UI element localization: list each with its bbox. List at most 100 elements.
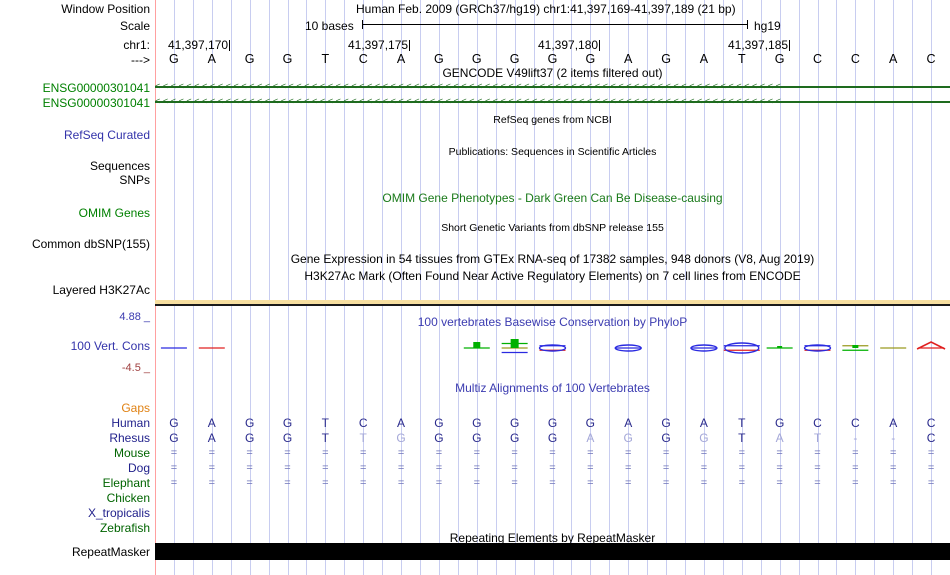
alignment-base: G	[547, 416, 558, 430]
alignment-base: T	[813, 431, 822, 445]
alignment-base: C	[813, 416, 822, 430]
alignment-base: =	[435, 447, 443, 459]
alignment-base: =	[322, 477, 329, 489]
alignment-base: =	[511, 477, 518, 489]
coordinate-tick-mark	[409, 40, 411, 51]
assembly-label: hg19	[754, 19, 781, 33]
coordinate-tick-mark	[789, 40, 791, 51]
alignment-base: =	[662, 477, 670, 489]
sequence-base: C	[926, 52, 936, 66]
coordinate-tick-label: 41,397,185	[728, 38, 789, 52]
alignment-base: =	[549, 447, 556, 459]
alignment-base: T	[738, 416, 746, 430]
sequence-base: A	[207, 52, 216, 66]
scale-label: Scale	[119, 19, 150, 33]
gencode-gene-label-1[interactable]: ENSG00000301041	[42, 81, 150, 95]
publications-track-title: Publications: Sequences in Scientific Ar…	[448, 146, 657, 158]
coordinate-tick-label: 41,397,180	[538, 38, 599, 52]
coordinate-tick-2: 41,397,180	[538, 38, 601, 52]
conservation-track-title: 100 vertebrates Basewise Conservation by…	[417, 315, 688, 329]
scale-value: 10 bases	[305, 19, 354, 33]
species-label-gaps[interactable]: Gaps	[121, 401, 150, 415]
species-label-chicken[interactable]: Chicken	[106, 491, 150, 505]
sequence-base: T	[321, 52, 330, 66]
repeatmasker-label[interactable]: RepeatMasker	[71, 545, 150, 559]
alignment-base: G	[699, 431, 709, 445]
alignment-base: A	[397, 416, 406, 430]
h3k27ac-signal-bar	[155, 300, 950, 304]
gene-strand-arrows: <<<<<<<<<<<<<<<<<<<<<<<<<<<<<<<<<<<<<<<<…	[155, 81, 784, 91]
alignment-base: C	[926, 416, 936, 430]
gencode-gene-feature-2[interactable]: <<<<<<<<<<<<<<<<<<<<<<<<<<<<<<<<<<<<<<<<…	[155, 96, 950, 107]
alignment-base: G	[434, 416, 444, 430]
multiz-alignment-row-mouse: = = = = = = = = = = = = = = = = = = = = =	[155, 446, 950, 460]
refseq-track-title: RefSeq genes from NCBI	[493, 114, 612, 126]
alignment-base: =	[284, 462, 291, 474]
species-label-mouse[interactable]: Mouse	[113, 446, 150, 460]
alignment-base: G	[434, 431, 444, 445]
species-label-rhesus[interactable]: Rhesus	[109, 431, 150, 445]
omim-genes-label[interactable]: OMIM Genes	[78, 206, 150, 220]
alignment-base: =	[284, 447, 291, 459]
gencode-gene-feature-1[interactable]: <<<<<<<<<<<<<<<<<<<<<<<<<<<<<<<<<<<<<<<<…	[155, 81, 950, 92]
layered-h3k27ac-label[interactable]: Layered H3K27Ac	[52, 283, 150, 297]
alignment-base: G	[774, 416, 785, 430]
alignment-base: A	[775, 431, 784, 445]
alignment-base: G	[661, 431, 671, 445]
sequence-base: G	[434, 52, 444, 66]
conservation-peak	[916, 341, 946, 350]
alignment-base: =	[246, 462, 253, 474]
sequence-base: C	[850, 52, 860, 66]
species-label-x_tropicalis[interactable]: X_tropicalis	[87, 506, 150, 520]
alignment-base: =	[662, 462, 670, 474]
multiz-alignment-row-x_tropicalis	[155, 506, 950, 520]
species-label-human[interactable]: Human	[111, 416, 150, 430]
alignment-base: =	[852, 462, 859, 474]
gencode-track-title: GENCODE V49lift37 (2 items filtered out)	[442, 66, 663, 80]
conservation-lens	[538, 344, 567, 352]
species-label-dog[interactable]: Dog	[127, 461, 150, 475]
conservation-panel-top-border	[155, 304, 950, 306]
alignment-base: C	[851, 416, 860, 430]
alignment-base: =	[889, 447, 897, 459]
refseq-curated-label[interactable]: RefSeq Curated	[63, 128, 150, 142]
alignment-base: G	[169, 416, 179, 430]
gencode-gene-label-2[interactable]: ENSG00000301041	[42, 96, 150, 110]
alignment-base: =	[587, 447, 594, 459]
alignment-base: =	[284, 477, 291, 489]
alignment-base: =	[208, 477, 215, 489]
alignment-base: =	[889, 462, 897, 474]
common-dbsnp-label[interactable]: Common dbSNP(155)	[31, 237, 150, 251]
alignment-base: A	[586, 431, 595, 445]
alignment-base: =	[927, 462, 935, 474]
alignment-base: =	[927, 477, 935, 489]
alignment-base: =	[473, 462, 480, 474]
dbsnp-track-title: Short Genetic Variants from dbSNP releas…	[441, 222, 664, 234]
alignment-base: G	[585, 416, 596, 430]
conservation-track-label[interactable]: 100 Vert. Cons	[70, 339, 150, 353]
multiz-alignment-row-dog: = = = = = = = = = = = = = = = = = = = = =	[155, 461, 950, 475]
alignment-base: =	[700, 462, 708, 474]
sequence-base: G	[509, 52, 520, 66]
alignment-base: A	[889, 416, 898, 430]
repeatmasker-feature-bar[interactable]	[155, 543, 950, 560]
alignment-base: G	[661, 416, 671, 430]
alignment-base: =	[397, 447, 405, 459]
publications-sequences-label[interactable]: Sequences	[89, 159, 150, 173]
alignment-base: =	[473, 477, 480, 489]
repeatmasker-track-title: Repeating Elements by RepeatMasker	[449, 531, 656, 545]
alignment-base: A	[207, 431, 216, 445]
alignment-base: T	[359, 431, 367, 445]
species-label-elephant[interactable]: Elephant	[102, 476, 150, 490]
conservation-lens	[724, 342, 760, 354]
sequence-base: G	[244, 52, 255, 66]
alignment-base: =	[246, 447, 253, 459]
alignment-base: =	[624, 477, 632, 489]
gtex-track-title: Gene Expression in 54 tissues from GTEx …	[290, 252, 815, 266]
species-label-zebrafish[interactable]: Zebrafish	[99, 521, 150, 535]
alignment-base: A	[207, 416, 216, 430]
alignment-base: =	[587, 477, 594, 489]
publications-snps-label[interactable]: SNPs	[119, 173, 150, 187]
coordinate-tick-mark	[599, 40, 601, 51]
